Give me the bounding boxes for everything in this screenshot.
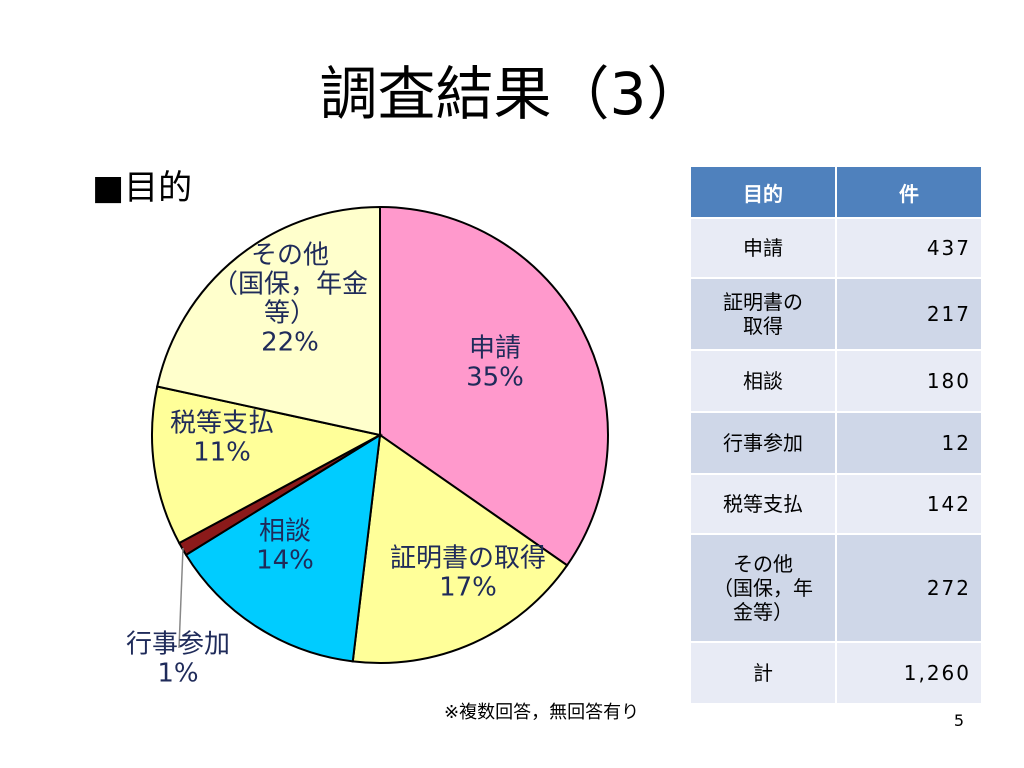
table-cell-line: （国保，年 (713, 576, 813, 600)
table-row: 相談 180 (689, 349, 983, 413)
header-purpose: 目的 (689, 165, 837, 219)
table-row: 行事参加 12 (689, 411, 983, 475)
table-cell-line: 計 (753, 661, 773, 685)
pie-slice-tax (151, 385, 383, 545)
table-cell-line: 相談 (743, 369, 783, 393)
pie-label-tax: 税等支払 11% (170, 409, 274, 468)
table-header-row: 目的 件 (689, 165, 983, 219)
pie-label-consultation: 相談 14% (256, 517, 314, 576)
table-cell-line: 税等支払 (723, 492, 803, 516)
table-cell-line: 取得 (743, 314, 783, 338)
header-count: 件 (835, 165, 983, 219)
table-cell-count: 1,260 (835, 641, 983, 705)
table-cell-count: 217 (835, 277, 983, 351)
table-cell-purpose: 計 (689, 641, 837, 705)
pie-slice-other (156, 205, 381, 437)
table-cell-count: 142 (835, 473, 983, 535)
section-label: ■目的 (92, 168, 193, 208)
pie-slice-certificate (351, 433, 569, 664)
table-row: 計 1,260 (689, 641, 983, 705)
table-cell-purpose: 証明書の 取得 (689, 277, 837, 351)
table-row: 証明書の 取得 217 (689, 277, 983, 351)
footnote: ※複数回答，無回答有り (444, 702, 640, 723)
table-cell-line: 証明書の (723, 290, 803, 314)
table-cell-count: 437 (835, 217, 983, 279)
pie-label-application: 申請 35% (466, 334, 524, 393)
table-cell-purpose: 相談 (689, 349, 837, 413)
pie-label-event: 行事参加 1% (126, 630, 230, 689)
slide-title: 調査結果（3） (319, 60, 705, 128)
table-cell-purpose: 行事参加 (689, 411, 837, 475)
table-cell-count: 180 (835, 349, 983, 413)
table-cell-purpose: 税等支払 (689, 473, 837, 535)
pie-slice-consultation (184, 433, 382, 663)
table-row: その他 （国保，年 金等） 272 (689, 533, 983, 643)
table-cell-line: その他 (733, 552, 793, 576)
page-number: 5 (953, 711, 964, 730)
pie-label-other: その他（国保，年金等） 22% (212, 241, 368, 358)
table-cell-line: 行事参加 (723, 431, 803, 455)
table-row: 税等支払 142 (689, 473, 983, 535)
table-row: 申請 437 (689, 217, 983, 279)
leader-line (178, 547, 184, 649)
pie-slice-application (379, 205, 609, 567)
pie-label-certificate: 証明書の取得 17% (390, 544, 546, 603)
table-cell-line: 金等） (733, 600, 793, 624)
table-cell-count: 12 (835, 411, 983, 475)
table-cell-purpose: 申請 (689, 217, 837, 279)
pie-chart: 申請 35% 証明書の取得 17% 相談 14% 行事参加 1% 税等支払 11% その他（国保，年… (126, 205, 609, 689)
table-cell-count: 272 (835, 533, 983, 643)
table-cell-line: 申請 (743, 236, 783, 260)
table-cell-purpose: その他 （国保，年 金等） (689, 533, 837, 643)
data-table: 目的 件 申請 437 証明書の 取得 217 相談 180 行事参加 12 税等支払 142 その他… (689, 165, 983, 705)
